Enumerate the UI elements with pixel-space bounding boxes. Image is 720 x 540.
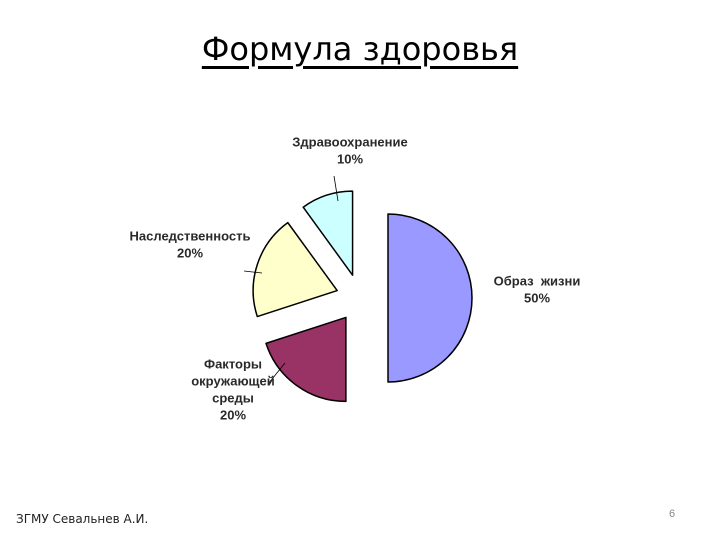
slice-label-line: окружающей: [191, 374, 275, 389]
slice-label: Наследственность 20%: [130, 229, 251, 261]
slice-label-line: Факторы: [204, 357, 262, 372]
slice-label: Факторы окружающей среды 20%: [191, 357, 275, 423]
leader-line: [333, 175, 339, 202]
page-number: 6: [669, 508, 676, 520]
slice-label-line: 20%: [177, 246, 203, 261]
slide-title: Формула здоровья: [201, 30, 519, 68]
footer-author: ЗГМУ Севальнев А.И.: [16, 512, 149, 526]
slice-label: Здравоохранение 10%: [292, 135, 408, 167]
slice-label-line: Здравоохранение: [292, 135, 408, 150]
slice-label-line: Наследственность: [130, 229, 251, 244]
slice-label-line: 50%: [524, 291, 550, 306]
pie-slice: [302, 190, 354, 276]
pie-slice: [387, 213, 473, 383]
slice-label-line: среды: [212, 391, 254, 406]
slice-label: Образ жизни 50%: [494, 274, 581, 306]
slice-label-line: 20%: [220, 408, 246, 423]
pie-slice: [252, 221, 338, 318]
slice-label-line: 10%: [337, 152, 363, 167]
slice-label-line: Образ жизни: [494, 274, 581, 289]
leader-line: [267, 362, 286, 385]
leader-line: [243, 270, 263, 274]
pie-slice: [265, 316, 347, 403]
